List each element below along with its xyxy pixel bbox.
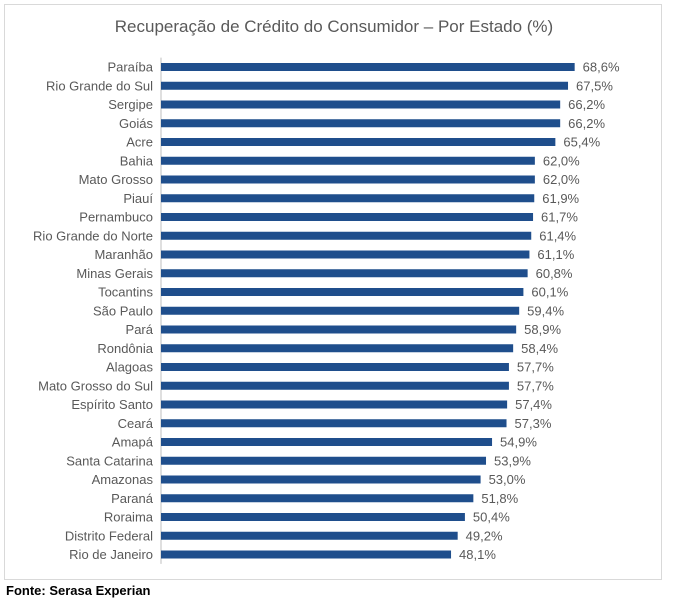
data-label: 61,7%	[541, 210, 578, 225]
bar	[161, 494, 474, 503]
data-label: 57,3%	[515, 416, 552, 431]
bar	[161, 288, 524, 296]
category-label: São Paulo	[93, 303, 153, 318]
data-label: 66,2%	[568, 97, 605, 112]
bar	[161, 475, 481, 484]
data-label: 57,4%	[515, 397, 552, 412]
bar	[161, 63, 575, 71]
chart-title: Recuperação de Crédito do Consumidor – P…	[115, 17, 553, 36]
category-label: Rondônia	[97, 341, 153, 356]
category-label: Roraima	[104, 510, 154, 525]
category-label: Mato Grosso	[79, 172, 153, 187]
category-label: Santa Catarina	[66, 453, 153, 468]
category-label: Ceará	[118, 416, 154, 431]
data-label: 58,4%	[521, 341, 558, 356]
data-label: 60,1%	[531, 285, 568, 300]
category-label: Sergipe	[108, 97, 153, 112]
bar	[161, 550, 452, 559]
bar	[161, 306, 520, 315]
bar	[161, 250, 530, 259]
bar	[161, 531, 458, 540]
data-label: 62,0%	[543, 172, 580, 187]
data-label: 50,4%	[473, 510, 510, 525]
category-label: Rio Grande do Norte	[33, 228, 153, 243]
bar	[161, 175, 535, 184]
bar	[161, 344, 514, 353]
bar	[161, 363, 509, 371]
source-note: Fonte: Serasa Experian	[6, 583, 151, 598]
category-label: Amapá	[112, 435, 154, 450]
data-label: 58,9%	[524, 322, 561, 337]
category-label: Pará	[126, 322, 154, 337]
data-label: 66,2%	[568, 116, 605, 131]
bar	[161, 213, 534, 221]
category-label: Pernambuco	[79, 210, 153, 225]
category-label: Alagoas	[106, 360, 153, 375]
bar	[161, 81, 569, 90]
category-label: Rio de Janeiro	[69, 547, 153, 562]
bar	[161, 513, 465, 521]
data-label: 65,4%	[563, 135, 600, 150]
category-label: Amazonas	[92, 472, 154, 487]
category-label: Minas Gerais	[76, 266, 153, 281]
data-label: 53,9%	[494, 453, 531, 468]
category-label: Goiás	[119, 116, 153, 131]
bar	[161, 138, 556, 146]
data-label: 57,7%	[517, 360, 554, 375]
bar	[161, 438, 493, 446]
data-label: 60,8%	[536, 266, 573, 281]
data-label: 51,8%	[481, 491, 518, 506]
data-label: 48,1%	[459, 547, 496, 562]
data-label: 61,1%	[537, 247, 574, 262]
data-label: 59,4%	[527, 303, 564, 318]
bar	[161, 456, 487, 465]
category-label: Maranhão	[94, 247, 153, 262]
data-label: 62,0%	[543, 153, 580, 168]
category-label: Espírito Santo	[71, 397, 153, 412]
bar	[161, 194, 535, 203]
data-label: 53,0%	[489, 472, 526, 487]
category-label: Distrito Federal	[65, 528, 153, 543]
bar	[161, 325, 517, 334]
bar	[161, 400, 508, 409]
bar	[161, 100, 561, 109]
bar	[161, 269, 528, 278]
bar	[161, 381, 509, 390]
category-label: Paraíba	[107, 60, 153, 75]
data-label: 54,9%	[500, 435, 537, 450]
bar	[161, 231, 532, 240]
category-label: Mato Grosso do Sul	[38, 378, 153, 393]
data-label: 61,4%	[539, 228, 576, 243]
data-label: 67,5%	[576, 78, 613, 93]
category-label: Rio Grande do Sul	[46, 78, 153, 93]
bar	[161, 419, 507, 428]
bar-chart: Recuperação de Crédito do Consumidor – P…	[33, 17, 620, 564]
data-label: 49,2%	[466, 528, 503, 543]
chart-frame: Recuperação de Crédito do Consumidor – P…	[4, 4, 662, 580]
category-label: Piauí	[123, 191, 153, 206]
category-label: Tocantins	[98, 285, 153, 300]
category-label: Paraná	[111, 491, 154, 506]
category-label: Bahia	[120, 153, 154, 168]
data-label: 57,7%	[517, 378, 554, 393]
bar	[161, 119, 561, 128]
data-label: 68,6%	[583, 60, 620, 75]
bar	[161, 156, 535, 165]
category-label: Acre	[126, 135, 153, 150]
data-label: 61,9%	[542, 191, 579, 206]
